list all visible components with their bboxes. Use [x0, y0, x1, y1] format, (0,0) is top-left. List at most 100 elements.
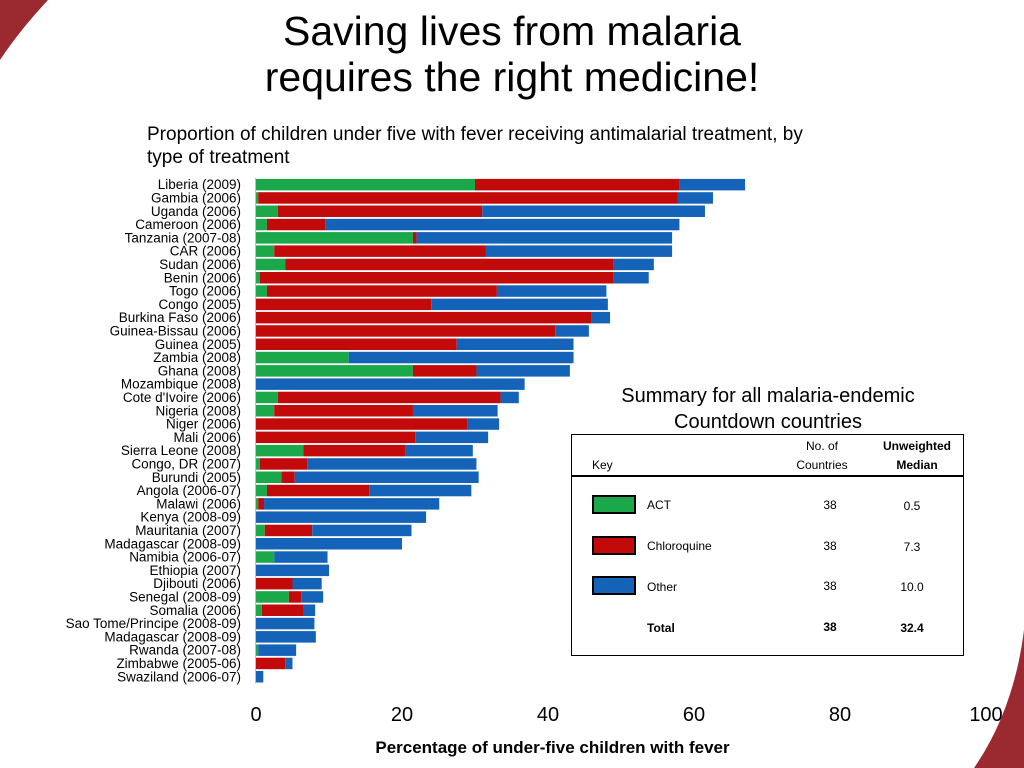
- category-label: Ghana (2008): [158, 363, 241, 378]
- bar-other: [496, 285, 607, 297]
- category-label: Cote d'Ivoire (2006): [123, 390, 241, 405]
- bar-chloroquine: [259, 458, 308, 470]
- bar-other: [256, 538, 402, 550]
- bar-other: [285, 657, 293, 670]
- category-label: Kenya (2008-09): [140, 510, 241, 525]
- bar-other: [482, 205, 705, 217]
- page-title: Saving lives from malaria requires the r…: [0, 8, 1024, 100]
- bar-act: [256, 365, 413, 377]
- bar-other: [412, 405, 498, 417]
- bar-chloroquine: [256, 311, 592, 324]
- row-count-act: 38: [823, 498, 837, 512]
- bar-chloroquine: [259, 272, 614, 284]
- bar-other: [467, 418, 500, 430]
- bar-chloroquine: [412, 232, 417, 244]
- bar-act: [256, 218, 267, 231]
- bar-other: [256, 378, 525, 390]
- header-count-line-2: Countries: [796, 458, 848, 472]
- category-label: Liberia (2009): [158, 177, 241, 192]
- category-label: Madagascar (2008-09): [104, 536, 241, 551]
- x-axis-label: Percentage of under-five children with f…: [375, 738, 730, 757]
- bar-chloroquine: [256, 325, 556, 337]
- bar-other: [264, 498, 440, 510]
- total-median: 32.4: [900, 621, 924, 635]
- bar-other: [613, 258, 654, 271]
- bar-act: [256, 205, 278, 217]
- bar-other: [303, 604, 316, 616]
- category-label: Malawi (2006): [156, 496, 241, 511]
- category-label: Niger (2006): [166, 417, 241, 432]
- bar-chloroquine: [277, 205, 483, 217]
- bar-chloroquine: [264, 524, 313, 537]
- category-label: Zimbabwe (2005-06): [116, 656, 241, 671]
- category-label: CAR (2006): [170, 244, 241, 259]
- category-label: Sudan (2006): [159, 257, 241, 272]
- header-count: No. of Countries: [777, 437, 867, 475]
- bar-chloroquine: [274, 405, 413, 417]
- category-label: Tanzania (2007-08): [125, 230, 241, 245]
- legend-swatch-chloroquine: [592, 536, 636, 555]
- bar-chloroquine: [256, 298, 432, 311]
- summary-title-line-1: Summary for all malaria-endemic: [621, 385, 915, 407]
- chart-subtitle: Proportion of children under five with f…: [147, 124, 803, 168]
- category-label: Burkina Faso (2006): [119, 310, 241, 325]
- bar-act: [256, 604, 262, 616]
- row-median-act: 0.5: [903, 499, 921, 513]
- bar-chloroquine: [285, 258, 614, 271]
- bar-other: [613, 272, 649, 284]
- category-label: Somalia (2006): [149, 603, 241, 618]
- category-label: Senegal (2008-09): [129, 589, 241, 604]
- bar-act: [256, 192, 259, 204]
- category-label: Cameroon (2006): [135, 217, 241, 232]
- category-label: Benin (2006): [164, 270, 241, 285]
- corner-decoration-top-left: [0, 0, 48, 60]
- bar-other: [415, 431, 489, 444]
- row-median-chloroquine: 7.3: [903, 540, 921, 554]
- x-tick-label: 80: [829, 704, 851, 726]
- bar-chloroquine: [256, 657, 286, 670]
- legend-swatch-other: [592, 576, 636, 595]
- bar-other: [256, 511, 427, 523]
- category-label: Sao Tome/Principe (2008-09): [66, 616, 241, 631]
- bar-other: [416, 232, 673, 244]
- bar-chloroquine: [281, 471, 295, 483]
- bar-other: [307, 458, 477, 470]
- bar-other: [485, 245, 673, 257]
- title-line-1: Saving lives from malaria: [283, 8, 741, 54]
- bar-chloroquine: [288, 591, 302, 603]
- x-tick-label: 20: [391, 704, 413, 726]
- bar-chloroquine: [277, 391, 501, 404]
- bar-other: [555, 325, 589, 337]
- category-label: Mauritania (2007): [135, 523, 241, 538]
- bar-chloroquine: [412, 365, 477, 377]
- bar-chloroquine: [266, 285, 497, 297]
- total-label: Total: [647, 621, 675, 635]
- bar-chloroquine: [266, 218, 326, 231]
- bar-other: [500, 391, 519, 404]
- bar-other: [256, 617, 315, 630]
- bar-act: [256, 178, 475, 191]
- bar-chloroquine: [266, 484, 370, 497]
- bar-act: [256, 644, 259, 656]
- category-label: Angola (2006-07): [137, 483, 241, 498]
- bar-act: [256, 551, 275, 563]
- row-count-chloroquine: 38: [823, 539, 837, 553]
- category-label: Madagascar (2008-09): [104, 629, 241, 644]
- category-label: Togo (2006): [169, 284, 241, 299]
- bar-act: [256, 405, 275, 417]
- bar-act: [256, 285, 267, 297]
- category-label: Guinea (2005): [155, 337, 241, 352]
- bar-chloroquine: [303, 444, 406, 457]
- bar-other: [256, 631, 316, 643]
- category-label: Uganda (2006): [151, 204, 241, 219]
- category-label: Sierra Leone (2008): [121, 443, 241, 458]
- bar-act: [256, 484, 267, 497]
- legend-swatch-act: [592, 495, 636, 514]
- bar-act: [256, 232, 413, 244]
- bar-other: [348, 351, 574, 364]
- bar-other: [677, 192, 713, 204]
- bar-chloroquine: [475, 178, 680, 191]
- row-label-act: ACT: [647, 498, 671, 512]
- total-count: 38: [823, 620, 837, 634]
- category-label: Ethiopia (2007): [149, 563, 241, 578]
